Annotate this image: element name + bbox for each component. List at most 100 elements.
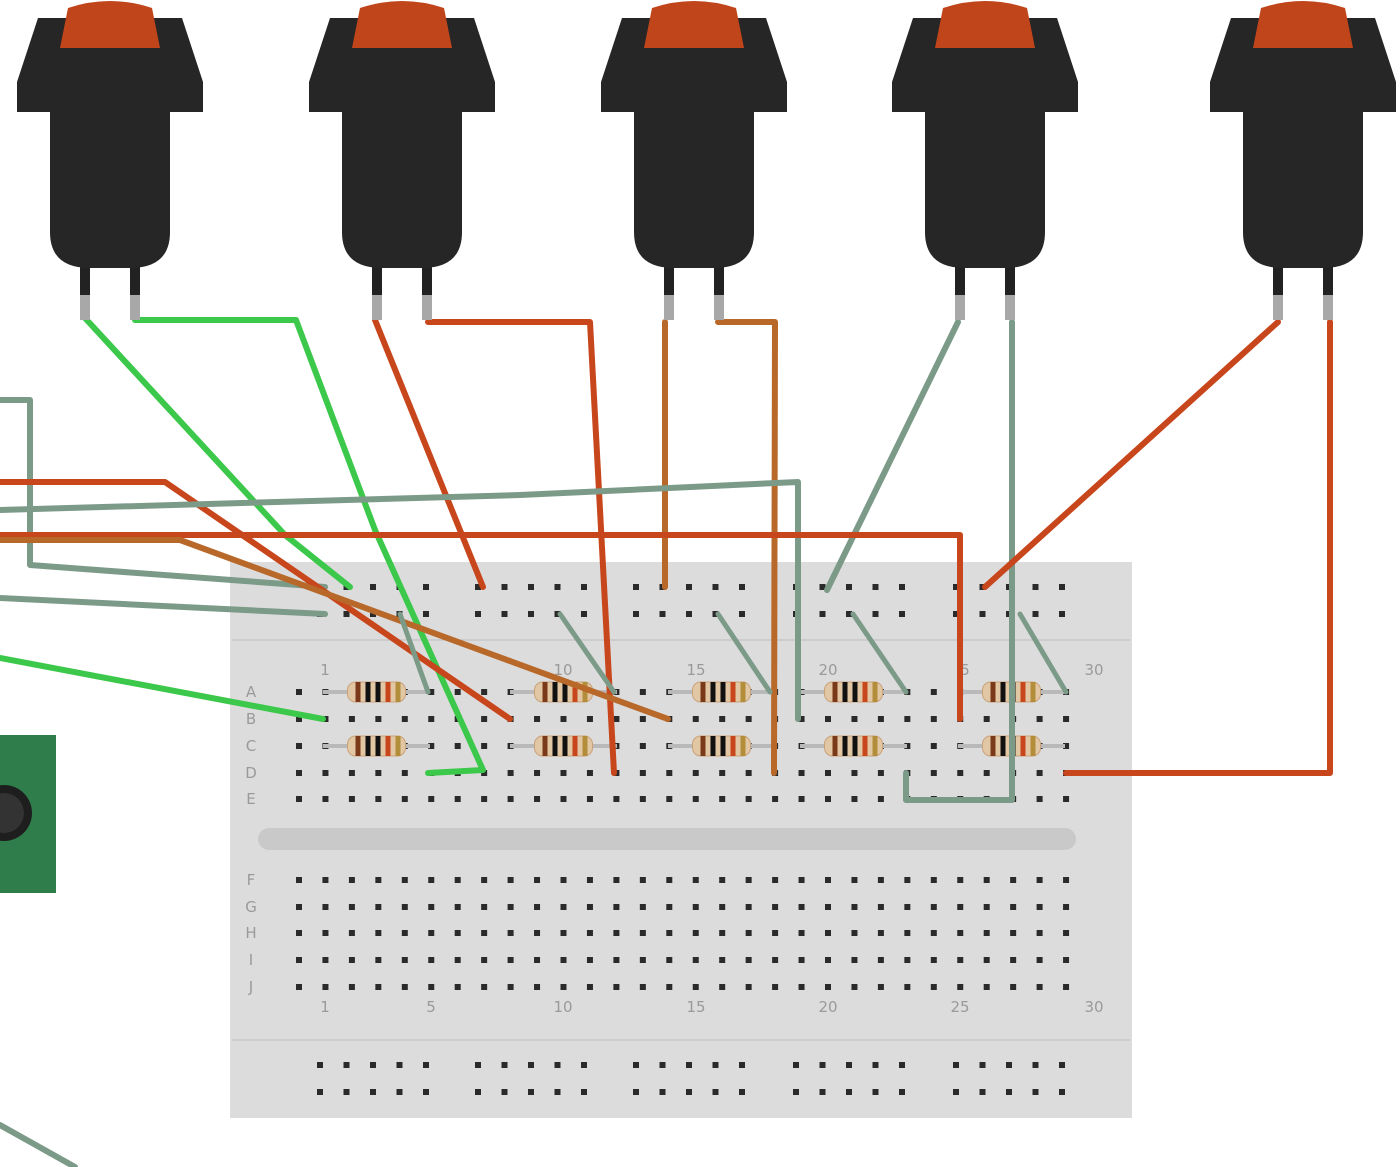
breadboard-hole[interactable] [560,904,567,910]
breadboard-hole[interactable] [481,984,488,990]
breadboard-hole[interactable] [904,957,911,963]
breadboard-hole[interactable] [613,716,620,722]
breadboard-hole[interactable] [428,930,435,936]
breadboard-hole[interactable] [639,770,646,776]
rail-hole[interactable] [475,611,481,617]
rail-hole[interactable] [819,584,826,590]
rail-hole[interactable] [475,1062,481,1068]
breadboard-hole[interactable] [586,877,593,883]
breadboard-hole[interactable] [481,877,488,883]
rail-hole[interactable] [423,1089,429,1095]
breadboard-hole[interactable] [296,796,302,802]
breadboard-hole[interactable] [534,984,541,990]
breadboard-hole[interactable] [930,984,937,990]
rail-hole[interactable] [343,611,350,617]
breadboard-hole[interactable] [957,904,964,910]
breadboard-hole[interactable] [296,957,302,963]
breadboard-hole[interactable] [322,796,329,802]
rail-hole[interactable] [581,611,587,617]
breadboard-hole[interactable] [877,984,884,990]
breadboard-hole[interactable] [983,770,990,776]
breadboard-hole[interactable] [507,796,514,802]
rail-hole[interactable] [686,1089,692,1095]
breadboard-hole[interactable] [930,930,937,936]
rail-hole[interactable] [686,1062,692,1068]
rail-hole[interactable] [475,1089,481,1095]
breadboard-hole[interactable] [507,930,514,936]
breadboard-hole[interactable] [877,930,884,936]
breadboard-hole[interactable] [1063,716,1070,722]
breadboard-hole[interactable] [639,743,646,749]
breadboard-hole[interactable] [296,930,302,936]
rail-hole[interactable] [1006,1089,1012,1095]
breadboard-hole[interactable] [930,770,937,776]
breadboard-hole[interactable] [692,877,699,883]
rail-hole[interactable] [872,584,879,590]
breadboard-hole[interactable] [507,984,514,990]
wire[interactable] [132,317,486,776]
breadboard-hole[interactable] [798,930,805,936]
rail-hole[interactable] [819,1089,826,1095]
rail-hole[interactable] [953,611,959,617]
rail-hole[interactable] [475,584,481,590]
breadboard-hole[interactable] [639,877,646,883]
rail-hole[interactable] [501,584,508,590]
breadboard-hole[interactable] [930,716,937,722]
breadboard-hole[interactable] [825,957,831,963]
rail-hole[interactable] [953,1089,959,1095]
breadboard-hole[interactable] [586,796,593,802]
breadboard-hole[interactable] [428,689,435,695]
breadboard-hole[interactable] [296,689,302,695]
wire[interactable] [557,611,617,695]
breadboard-hole[interactable] [428,904,435,910]
rail-hole[interactable] [501,1089,508,1095]
breadboard-hole[interactable] [428,716,435,722]
breadboard-hole[interactable] [613,930,620,936]
breadboard-hole[interactable] [1010,984,1017,990]
breadboard-hole[interactable] [560,984,567,990]
breadboard-hole[interactable] [1036,904,1043,910]
rail-hole[interactable] [872,1089,879,1095]
rail-hole[interactable] [872,1062,879,1068]
breadboard-hole[interactable] [719,904,726,910]
rail-hole[interactable] [633,1089,639,1095]
breadboard-hole[interactable] [798,796,805,802]
breadboard-hole[interactable] [375,796,382,802]
breadboard-hole[interactable] [983,984,990,990]
breadboard-hole[interactable] [1063,957,1070,963]
breadboard-hole[interactable] [348,877,355,883]
breadboard-hole[interactable] [666,984,673,990]
wire[interactable] [850,611,909,695]
rail-hole[interactable] [1059,584,1065,590]
breadboard-hole[interactable] [904,904,911,910]
breadboard-hole[interactable] [798,770,805,776]
breadboard-hole[interactable] [745,904,752,910]
breadboard-hole[interactable] [375,957,382,963]
breadboard-hole[interactable] [877,770,884,776]
rail-hole[interactable] [659,611,666,617]
breadboard-hole[interactable] [560,957,567,963]
breadboard-hole[interactable] [639,904,646,910]
rail-hole[interactable] [846,611,852,617]
breadboard-hole[interactable] [692,930,699,936]
breadboard-hole[interactable] [322,877,329,883]
breadboard-hole[interactable] [639,957,646,963]
breadboard-hole[interactable] [772,904,779,910]
breadboard-hole[interactable] [322,930,329,936]
rail-hole[interactable] [633,611,639,617]
rail-hole[interactable] [396,1089,403,1095]
breadboard-hole[interactable] [1036,984,1043,990]
breadboard-hole[interactable] [719,930,726,936]
rail-hole[interactable] [423,611,429,617]
breadboard-hole[interactable] [745,716,752,722]
pushbutton[interactable] [601,1,787,320]
wire[interactable] [0,595,328,617]
breadboard-hole[interactable] [348,796,355,802]
breadboard-hole[interactable] [851,904,858,910]
breadboard-hole[interactable] [825,984,831,990]
rail-hole[interactable] [899,584,905,590]
breadboard-hole[interactable] [798,716,805,722]
breadboard-hole[interactable] [825,796,831,802]
breadboard-hole[interactable] [1010,904,1017,910]
breadboard-hole[interactable] [639,716,646,722]
